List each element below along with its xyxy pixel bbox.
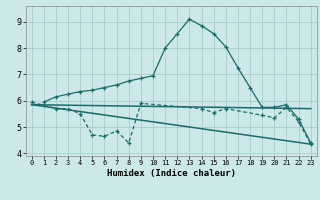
X-axis label: Humidex (Indice chaleur): Humidex (Indice chaleur): [107, 169, 236, 178]
